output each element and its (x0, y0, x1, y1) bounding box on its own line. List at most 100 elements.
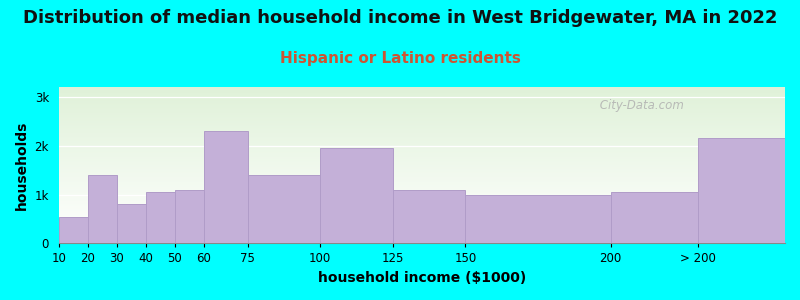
Bar (58, 173, 785, 174)
Bar (58, 188, 785, 189)
Bar (58, 135, 785, 136)
Bar (58, 231, 785, 232)
Bar (58, 126, 785, 127)
Bar (58, 183, 785, 184)
Bar (58, 222, 785, 223)
Bar (58, 88, 785, 89)
Bar (58, 234, 785, 235)
Bar (58, 201, 785, 202)
Bar (58, 235, 785, 236)
Bar (58, 116, 785, 117)
Bar (58, 100, 785, 101)
Bar (58, 230, 785, 231)
Bar (58, 142, 785, 143)
Bar (58, 203, 785, 204)
Bar (58, 236, 785, 237)
Bar (58, 146, 785, 147)
Bar (58, 182, 785, 183)
Bar (58, 124, 785, 125)
Bar (58, 225, 785, 226)
Bar (58, 181, 785, 182)
Bar (58, 200, 785, 201)
X-axis label: household income ($1000): household income ($1000) (318, 271, 526, 285)
Bar (58, 87, 785, 88)
Bar (58, 241, 785, 242)
Bar (58, 114, 785, 115)
Bar (58, 185, 785, 186)
Bar (58, 166, 785, 167)
Bar (58, 161, 785, 162)
Bar (58, 101, 785, 102)
Text: Distribution of median household income in West Bridgewater, MA in 2022: Distribution of median household income … (22, 9, 778, 27)
Bar (58, 155, 785, 156)
Bar (58, 115, 785, 116)
Bar (58, 171, 785, 172)
Bar (58, 96, 785, 97)
Bar (58, 195, 785, 196)
Bar (58, 111, 785, 112)
Bar (58, 92, 785, 93)
Bar (610, 192, 698, 243)
Bar (58, 94, 785, 95)
Bar (58, 194, 785, 195)
Bar (58, 169, 785, 170)
Bar (58, 211, 785, 212)
Bar (58, 149, 785, 150)
Text: Hispanic or Latino residents: Hispanic or Latino residents (279, 51, 521, 66)
Bar (58, 213, 785, 214)
Bar (58, 99, 785, 100)
Bar (58, 108, 785, 109)
Bar (58, 154, 785, 155)
Bar (58, 219, 785, 220)
Bar (58, 160, 785, 161)
Bar (58, 227, 785, 228)
Bar (58, 178, 785, 179)
Bar (58, 206, 785, 207)
Bar (58, 199, 785, 200)
Bar (58, 164, 785, 165)
Bar (58, 141, 785, 142)
Bar (466, 194, 610, 243)
Bar (58, 217, 88, 243)
Bar (58, 156, 785, 157)
Bar (58, 151, 785, 152)
Bar (58, 165, 785, 166)
Bar (58, 226, 785, 227)
Bar (58, 238, 785, 239)
Bar (58, 223, 785, 224)
Bar (58, 162, 785, 163)
Bar (58, 192, 785, 193)
Bar (58, 202, 785, 203)
Bar (58, 190, 785, 191)
Bar (58, 95, 785, 96)
Bar (58, 110, 785, 111)
Bar (698, 138, 785, 243)
Bar (58, 148, 785, 149)
Bar (58, 130, 785, 131)
Bar (58, 122, 785, 123)
Bar (58, 184, 785, 185)
Bar (58, 193, 785, 194)
Bar (58, 145, 785, 146)
Bar (146, 192, 175, 243)
Bar (320, 148, 393, 243)
Bar (58, 191, 785, 192)
Bar (58, 196, 785, 197)
Bar (58, 137, 785, 138)
Bar (175, 190, 204, 243)
Bar (58, 177, 785, 178)
Bar (58, 89, 785, 90)
Bar (58, 93, 785, 94)
Bar (58, 147, 785, 148)
Bar (58, 158, 785, 159)
Bar (58, 197, 785, 198)
Bar (58, 175, 785, 176)
Bar (58, 216, 785, 217)
Bar (58, 105, 785, 106)
Bar (58, 143, 785, 144)
Bar (58, 215, 785, 216)
Bar (58, 242, 785, 243)
Bar (58, 187, 785, 188)
Bar (58, 212, 785, 213)
Bar (58, 152, 785, 153)
